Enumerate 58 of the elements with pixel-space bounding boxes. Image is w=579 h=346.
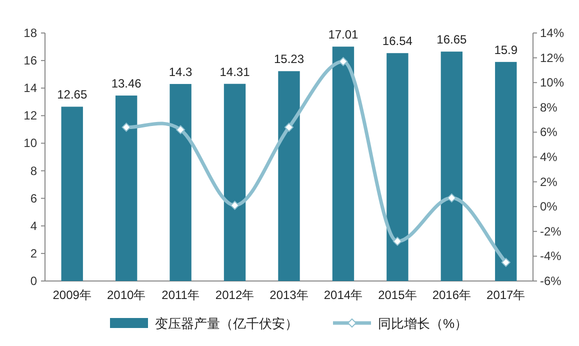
bar xyxy=(224,84,246,281)
point xyxy=(447,193,456,202)
data-label: 15.9 xyxy=(494,42,518,57)
y2-tick-label: 14% xyxy=(540,26,564,40)
x-tick-label: 2012年 xyxy=(215,288,254,302)
data-label: 16.54 xyxy=(382,34,413,48)
y2-tick-label: -2% xyxy=(540,224,562,238)
x-tick-label: 2010年 xyxy=(106,288,146,302)
data-label: 13.46 xyxy=(111,76,142,91)
bar xyxy=(278,71,300,281)
x-tick-label: 2009年 xyxy=(52,288,92,302)
point xyxy=(122,122,131,132)
bar xyxy=(170,84,192,281)
y-tick-label: 4 xyxy=(30,218,38,233)
point xyxy=(338,57,348,66)
point xyxy=(176,125,186,134)
x-tick-label: 2011年 xyxy=(162,288,200,302)
x-tick-label: 2016年 xyxy=(432,288,472,302)
bar xyxy=(115,96,138,281)
y-tick-label: 0 xyxy=(30,274,38,288)
y2-tick-label: -6% xyxy=(540,274,562,288)
point xyxy=(501,258,510,267)
y-tick-label: 8 xyxy=(30,164,38,178)
y-tick-label: 2 xyxy=(30,246,38,260)
bar xyxy=(61,106,83,281)
data-label: 15.23 xyxy=(274,52,304,66)
x-tick-label: 2014年 xyxy=(324,288,363,302)
y2-tick-label: 10% xyxy=(540,76,564,90)
legend-label: 变压器产量（亿千伏安） xyxy=(155,316,298,331)
y-tick-label: 14 xyxy=(24,81,38,96)
data-label: 12.65 xyxy=(57,88,88,102)
data-label: 16.65 xyxy=(436,32,468,47)
x-tick-label: 2017年 xyxy=(486,288,526,302)
y-tick-label: 6 xyxy=(30,191,38,206)
bar xyxy=(332,46,354,281)
y2-tick-label: 2% xyxy=(540,174,558,189)
x-tick-label: 2013年 xyxy=(270,288,308,302)
y-tick-label: 18 xyxy=(24,26,38,40)
y2-tick-label: 4% xyxy=(540,150,558,164)
bar xyxy=(495,62,517,281)
legend-label: 同比增长（%） xyxy=(378,316,468,331)
y2-tick-label: 8% xyxy=(540,100,558,114)
bar xyxy=(440,52,463,281)
y2-tick-label: -4% xyxy=(540,249,562,264)
point xyxy=(392,236,402,246)
x-tick-label: 2015年 xyxy=(378,288,417,302)
data-label: 14.3 xyxy=(168,64,193,79)
y-tick-label: 16 xyxy=(24,54,38,68)
point xyxy=(284,122,294,132)
y2-tick-label: 0% xyxy=(540,200,558,214)
y-tick-label: 12 xyxy=(24,108,38,123)
y-tick-label: 10 xyxy=(24,136,38,150)
y2-tick-label: 6% xyxy=(540,125,558,140)
data-label: 17.01 xyxy=(328,28,359,42)
point xyxy=(230,200,240,210)
bar xyxy=(386,53,408,281)
data-label: 14.31 xyxy=(220,64,250,79)
y2-tick-label: 12% xyxy=(540,50,564,65)
